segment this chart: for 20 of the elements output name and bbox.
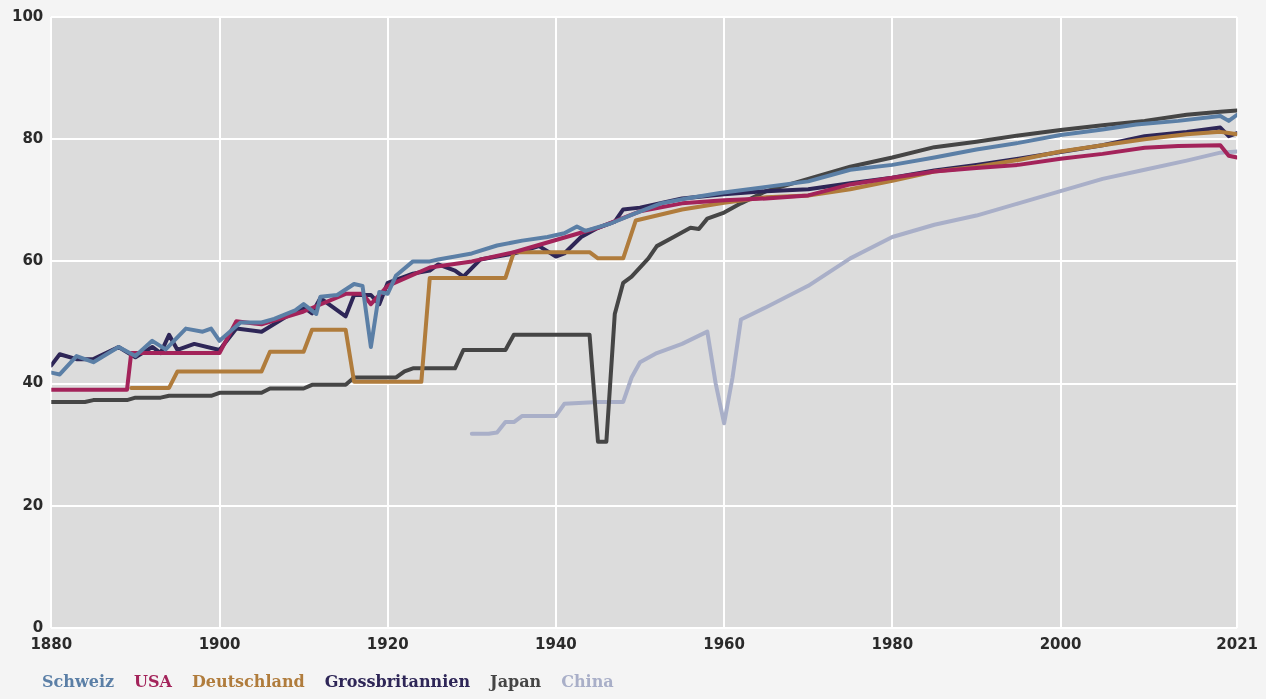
text: Schweiz bbox=[42, 672, 115, 691]
x-tick-label: 1880 bbox=[30, 634, 73, 653]
y-tick-label: 0 bbox=[32, 617, 44, 636]
y-tick-label: 60 bbox=[22, 251, 44, 270]
text: Grossbritannien bbox=[324, 672, 471, 691]
x-tick-label: 2021 bbox=[1216, 634, 1258, 653]
text: Deutschland bbox=[191, 672, 305, 691]
x-tick-label: 2000 bbox=[1039, 634, 1082, 653]
x-tick-label: 1900 bbox=[198, 634, 241, 653]
x-tick-label: 1940 bbox=[535, 634, 577, 653]
y-tick-label: 80 bbox=[22, 129, 44, 148]
x-tick-label: 1920 bbox=[366, 634, 409, 653]
text: China bbox=[561, 672, 614, 691]
text: Japan bbox=[490, 672, 542, 691]
x-tick-label: 1960 bbox=[703, 634, 745, 653]
y-tick-label: 40 bbox=[22, 373, 44, 392]
text: USA bbox=[134, 672, 172, 691]
y-tick-label: 100 bbox=[12, 6, 44, 25]
y-tick-label: 20 bbox=[22, 495, 44, 514]
x-tick-label: 1980 bbox=[871, 634, 914, 653]
